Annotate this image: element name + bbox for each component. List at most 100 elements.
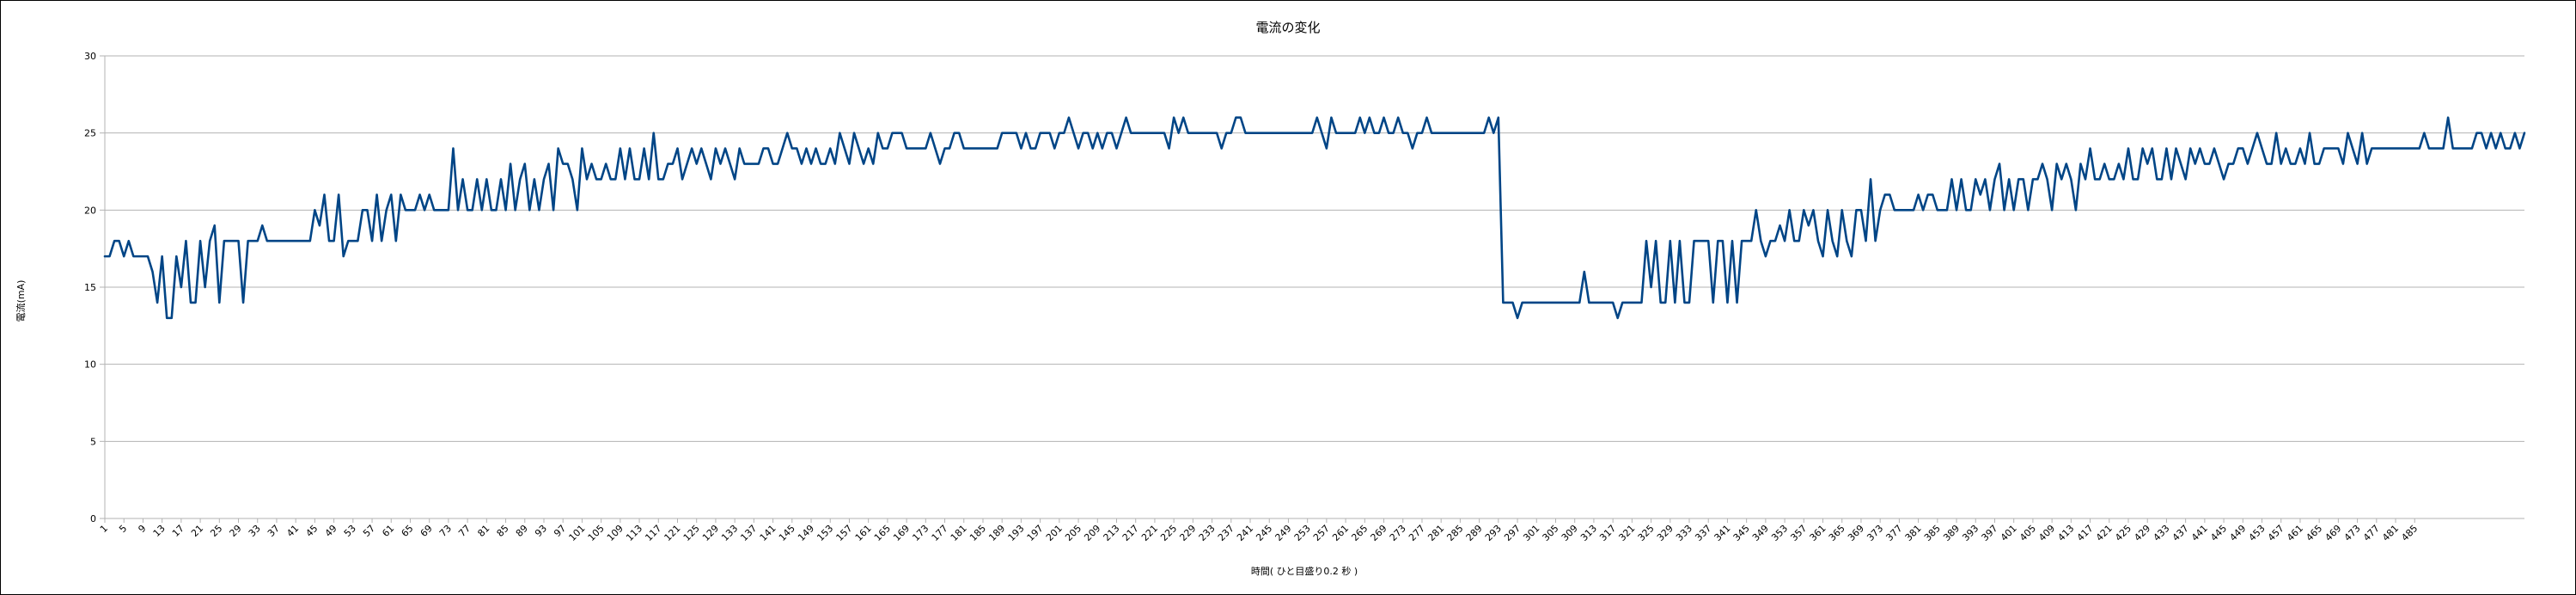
x-tick-label: 453 <box>2247 523 2268 543</box>
x-tick-label: 269 <box>1369 523 1389 543</box>
x-tick-label: 397 <box>1980 523 2000 543</box>
x-tick-label: 469 <box>2323 523 2343 543</box>
x-tick-label: 225 <box>1158 523 1179 543</box>
x-tick-label: 41 <box>284 523 301 539</box>
x-tick-label: 429 <box>2132 523 2152 543</box>
x-tick-label: 57 <box>361 523 377 539</box>
x-tick-label: 109 <box>605 523 626 543</box>
x-tick-label: 445 <box>2208 523 2229 543</box>
x-tick-label: 241 <box>1235 523 1255 543</box>
x-tick-label: 477 <box>2361 523 2382 543</box>
x-tick-label: 217 <box>1120 523 1141 543</box>
x-tick-label: 137 <box>738 523 759 543</box>
y-tick-label: 10 <box>84 359 96 371</box>
x-tick-label: 53 <box>342 523 358 539</box>
x-tick-label: 393 <box>1960 523 1981 543</box>
x-tick-label: 17 <box>170 523 186 539</box>
x-tick-label: 325 <box>1636 523 1657 543</box>
x-tick-label: 433 <box>2152 523 2172 543</box>
x-tick-label: 385 <box>1922 523 1943 543</box>
x-tick-label: 305 <box>1541 523 1561 543</box>
x-tick-label: 113 <box>624 523 644 543</box>
x-tick-label: 161 <box>853 523 874 543</box>
x-tick-label: 189 <box>986 523 1007 543</box>
x-tick-label: 77 <box>456 523 473 539</box>
x-tick-label: 213 <box>1102 523 1122 543</box>
x-tick-label: 365 <box>1827 523 1847 543</box>
x-tick-label: 93 <box>533 523 549 539</box>
x-tick-label: 401 <box>1999 523 2019 543</box>
x-tick-label: 61 <box>380 523 396 539</box>
x-tick-label: 317 <box>1597 523 1618 543</box>
x-tick-label: 165 <box>872 523 893 543</box>
x-tick-label: 37 <box>266 523 282 539</box>
y-tick-label: 5 <box>90 436 96 447</box>
x-tick-label: 353 <box>1769 523 1790 543</box>
x-tick-label: 409 <box>2036 523 2057 543</box>
y-axis-label: 電流(mA) <box>15 280 27 322</box>
x-tick-label: 465 <box>2304 523 2324 543</box>
y-tick-label: 0 <box>90 513 96 524</box>
x-tick-label: 281 <box>1425 523 1446 543</box>
y-tick-label: 30 <box>84 51 96 62</box>
x-tick-label: 321 <box>1616 523 1637 543</box>
x-tick-label: 457 <box>2266 523 2286 543</box>
x-tick-label: 73 <box>437 523 454 539</box>
x-tick-label: 377 <box>1883 523 1904 543</box>
x-tick-label: 209 <box>1082 523 1102 543</box>
x-tick-label: 149 <box>796 523 816 543</box>
x-tick-label: 9 <box>136 523 148 535</box>
x-tick-label: 253 <box>1292 523 1313 543</box>
x-tick-label: 297 <box>1502 523 1523 543</box>
x-tick-label: 349 <box>1750 523 1771 543</box>
x-tick-label: 97 <box>552 523 568 539</box>
x-tick-label: 229 <box>1177 523 1198 543</box>
x-tick-label: 157 <box>834 523 855 543</box>
x-tick-label: 5 <box>117 523 129 535</box>
x-tick-label: 373 <box>1865 523 1885 543</box>
x-tick-label: 237 <box>1216 523 1236 543</box>
y-tick-label: 25 <box>84 128 96 139</box>
x-tick-label: 89 <box>514 523 530 539</box>
x-tick-label: 49 <box>323 523 339 539</box>
x-tick-label: 369 <box>1846 523 1866 543</box>
x-tick-label: 341 <box>1712 523 1733 543</box>
x-tick-label: 105 <box>586 523 607 543</box>
x-tick-label: 121 <box>662 523 683 543</box>
x-tick-label: 381 <box>1903 523 1924 543</box>
x-tick-label: 333 <box>1674 523 1694 543</box>
y-tick-label: 20 <box>84 205 96 216</box>
x-tick-label: 257 <box>1311 523 1332 543</box>
x-tick-label: 329 <box>1655 523 1676 543</box>
x-tick-label: 417 <box>2075 523 2096 543</box>
x-tick-label: 413 <box>2055 523 2076 543</box>
x-tick-label: 45 <box>303 523 320 539</box>
x-tick-label: 185 <box>968 523 988 543</box>
x-tick-label: 193 <box>1005 523 1026 543</box>
x-tick-label: 221 <box>1139 523 1160 543</box>
x-tick-label: 293 <box>1483 523 1504 543</box>
x-tick-label: 249 <box>1273 523 1294 543</box>
x-tick-label: 181 <box>949 523 969 543</box>
x-tick-label: 21 <box>189 523 205 539</box>
x-tick-label: 25 <box>208 523 224 539</box>
series-line <box>103 116 2526 320</box>
x-tick-label: 117 <box>643 523 663 543</box>
x-tick-label: 65 <box>400 523 416 539</box>
x-axis-label: 時間( ひと目盛り0.2 秒 ) <box>1251 565 1358 577</box>
x-tick-label: 145 <box>777 523 797 543</box>
x-tick-label: 441 <box>2189 523 2210 543</box>
x-tick-label: 81 <box>475 523 491 539</box>
x-tick-label: 461 <box>2285 523 2305 543</box>
x-tick-label: 153 <box>815 523 835 543</box>
x-tick-label: 437 <box>2170 523 2191 543</box>
x-tick-label: 425 <box>2113 523 2133 543</box>
x-tick-label: 261 <box>1330 523 1351 543</box>
x-tick-label: 29 <box>228 523 244 539</box>
x-tick-label: 301 <box>1521 523 1541 543</box>
x-tick-label: 289 <box>1464 523 1485 543</box>
x-tick-label: 273 <box>1388 523 1408 543</box>
x-tick-label: 313 <box>1578 523 1599 543</box>
x-tick-label: 345 <box>1731 523 1752 543</box>
x-tick-label: 1 <box>98 523 110 535</box>
